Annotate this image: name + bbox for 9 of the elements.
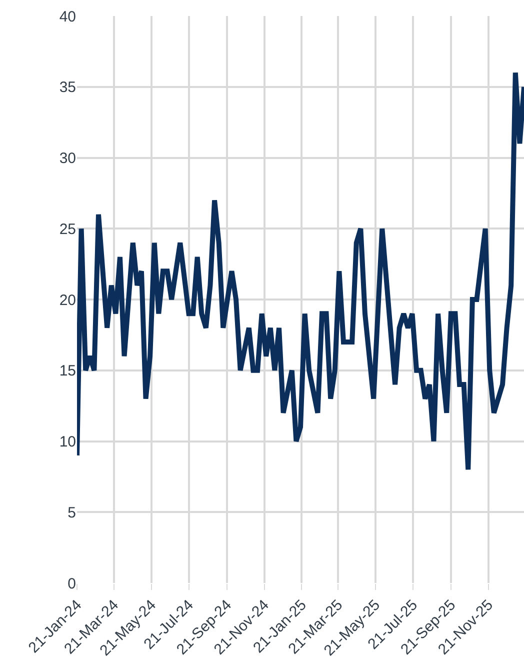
y-tick-label: 10 <box>59 434 76 450</box>
y-tick-label: 20 <box>59 292 76 309</box>
y-tick-label: 40 <box>59 8 76 26</box>
y-tick-label: 35 <box>59 79 76 96</box>
y-tick-label: 25 <box>59 220 76 238</box>
y-tick-label: 30 <box>59 150 76 167</box>
y-tick-label: 0 <box>68 575 76 592</box>
y-tick-label: 15 <box>59 362 76 380</box>
y-tick-label: 5 <box>68 504 76 522</box>
